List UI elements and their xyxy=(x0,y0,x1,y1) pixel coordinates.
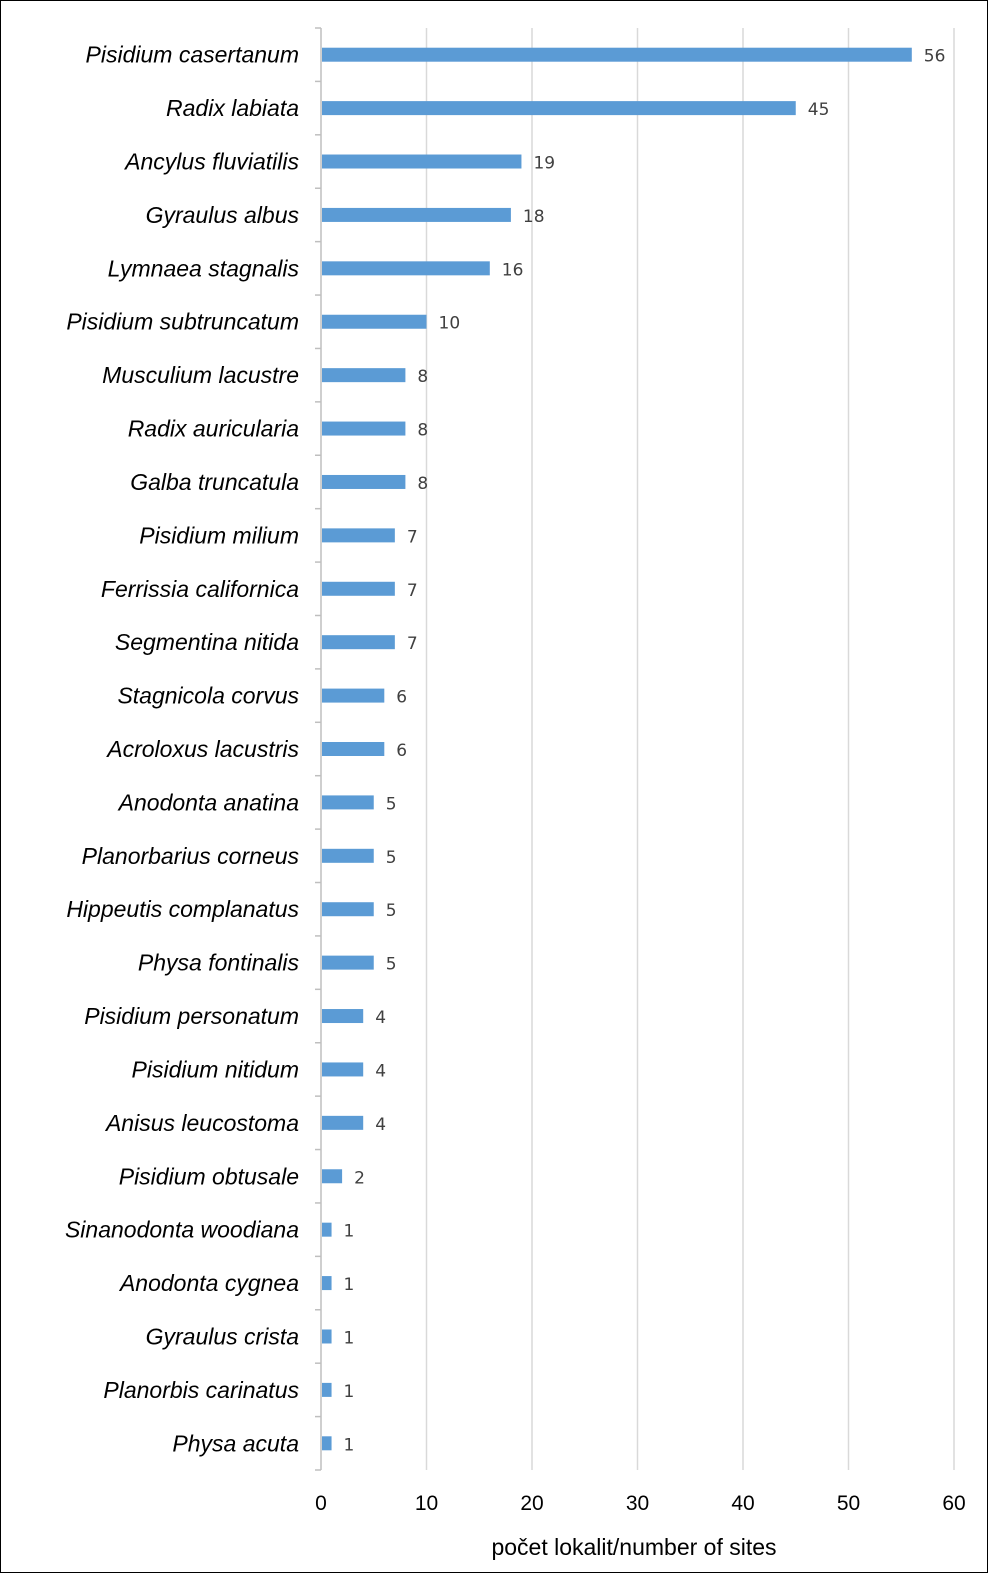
category-label: Lymnaea stagnalis xyxy=(108,255,300,281)
bar xyxy=(322,421,406,436)
bar xyxy=(322,955,374,970)
data-label: 7 xyxy=(407,581,418,601)
bar xyxy=(322,902,374,917)
bar xyxy=(322,795,374,810)
x-tick-label: 20 xyxy=(520,1492,543,1515)
data-label: 5 xyxy=(386,955,397,975)
category-label: Pisidium nitidum xyxy=(132,1056,299,1082)
category-label: Segmentina nitida xyxy=(115,629,299,655)
x-axis-title: počet lokalit/number of sites xyxy=(491,1534,776,1560)
data-label: 6 xyxy=(396,741,407,761)
data-label: 1 xyxy=(344,1435,355,1455)
gridlines xyxy=(425,28,955,1470)
x-tick-label: 40 xyxy=(731,1492,754,1515)
category-label: Stagnicola corvus xyxy=(117,683,299,709)
category-label: Sinanodonta woodiana xyxy=(65,1217,299,1243)
category-label: Pisidium casertanum xyxy=(86,42,299,68)
data-label: 5 xyxy=(386,901,397,921)
bar xyxy=(322,314,427,329)
bar xyxy=(322,1276,332,1291)
category-label: Pisidium personatum xyxy=(84,1003,299,1029)
bar xyxy=(322,1009,364,1024)
bar xyxy=(322,207,511,222)
category-label: Physa acuta xyxy=(172,1430,299,1456)
bar xyxy=(322,1115,364,1130)
bar xyxy=(322,1329,332,1344)
data-label: 4 xyxy=(375,1061,386,1081)
category-label: Musculium lacustre xyxy=(102,362,299,388)
category-label: Gyraulus albus xyxy=(146,202,300,228)
category-label: Planorbarius corneus xyxy=(82,843,300,869)
category-label: Ferrissia californica xyxy=(101,576,299,602)
data-label: 45 xyxy=(808,100,830,120)
category-axis xyxy=(315,27,322,1471)
category-label: Radix labiata xyxy=(166,95,299,121)
bar xyxy=(322,474,406,489)
data-label: 2 xyxy=(354,1168,365,1188)
x-tick-label: 30 xyxy=(626,1492,649,1515)
x-tick-label: 50 xyxy=(837,1492,860,1515)
data-label: 56 xyxy=(924,47,946,67)
category-label: Radix auricularia xyxy=(128,416,299,442)
bar xyxy=(322,1382,332,1397)
bar xyxy=(322,47,912,62)
data-label: 4 xyxy=(375,1008,386,1028)
category-label: Gyraulus crista xyxy=(146,1323,299,1349)
bar xyxy=(322,848,374,863)
bar xyxy=(322,1062,364,1077)
data-label: 8 xyxy=(417,367,428,387)
category-label: Anodonta anatina xyxy=(117,789,299,815)
data-label: 4 xyxy=(375,1115,386,1135)
category-label: Hippeutis complanatus xyxy=(66,896,299,922)
data-label: 1 xyxy=(344,1328,355,1348)
data-label: 16 xyxy=(502,260,524,280)
bar xyxy=(322,1169,343,1184)
bar xyxy=(322,688,385,703)
bar xyxy=(322,742,385,756)
bar xyxy=(322,101,796,116)
data-label: 1 xyxy=(344,1222,355,1242)
data-label: 5 xyxy=(386,794,397,814)
category-label: Acroloxus lacustris xyxy=(105,736,299,762)
data-label: 8 xyxy=(417,421,428,441)
data-label: 1 xyxy=(344,1382,355,1402)
bar xyxy=(322,1222,332,1237)
category-label: Anisus leucostoma xyxy=(104,1110,299,1136)
bar xyxy=(322,261,490,276)
bar xyxy=(322,1436,332,1451)
data-label: 7 xyxy=(407,527,418,547)
x-tick-label: 10 xyxy=(415,1492,438,1515)
category-label: Galba truncatula xyxy=(130,469,299,495)
category-label: Planorbis carinatus xyxy=(103,1377,299,1403)
bars xyxy=(322,47,912,1451)
bar xyxy=(322,635,395,650)
category-label: Pisidium subtruncatum xyxy=(66,309,299,335)
category-label: Pisidium obtusale xyxy=(119,1163,299,1189)
data-label: 7 xyxy=(407,634,418,654)
bar xyxy=(322,368,406,383)
category-label: Physa fontinalis xyxy=(138,950,300,976)
data-label: 5 xyxy=(386,848,397,868)
bar xyxy=(322,581,395,596)
data-label: 19 xyxy=(533,154,555,174)
data-label: 1 xyxy=(344,1275,355,1295)
data-label: 10 xyxy=(439,314,461,334)
bar xyxy=(322,154,522,169)
category-label: Pisidium milium xyxy=(139,522,299,548)
data-label: 6 xyxy=(396,688,407,708)
data-label: 8 xyxy=(417,474,428,494)
category-label: Ancylus fluviatilis xyxy=(123,149,299,175)
category-label: Anodonta cygnea xyxy=(118,1270,299,1296)
bar xyxy=(322,528,395,543)
data-label: 18 xyxy=(523,207,545,227)
x-tick-label: 0 xyxy=(315,1492,327,1515)
x-tick-label: 60 xyxy=(942,1492,965,1515)
